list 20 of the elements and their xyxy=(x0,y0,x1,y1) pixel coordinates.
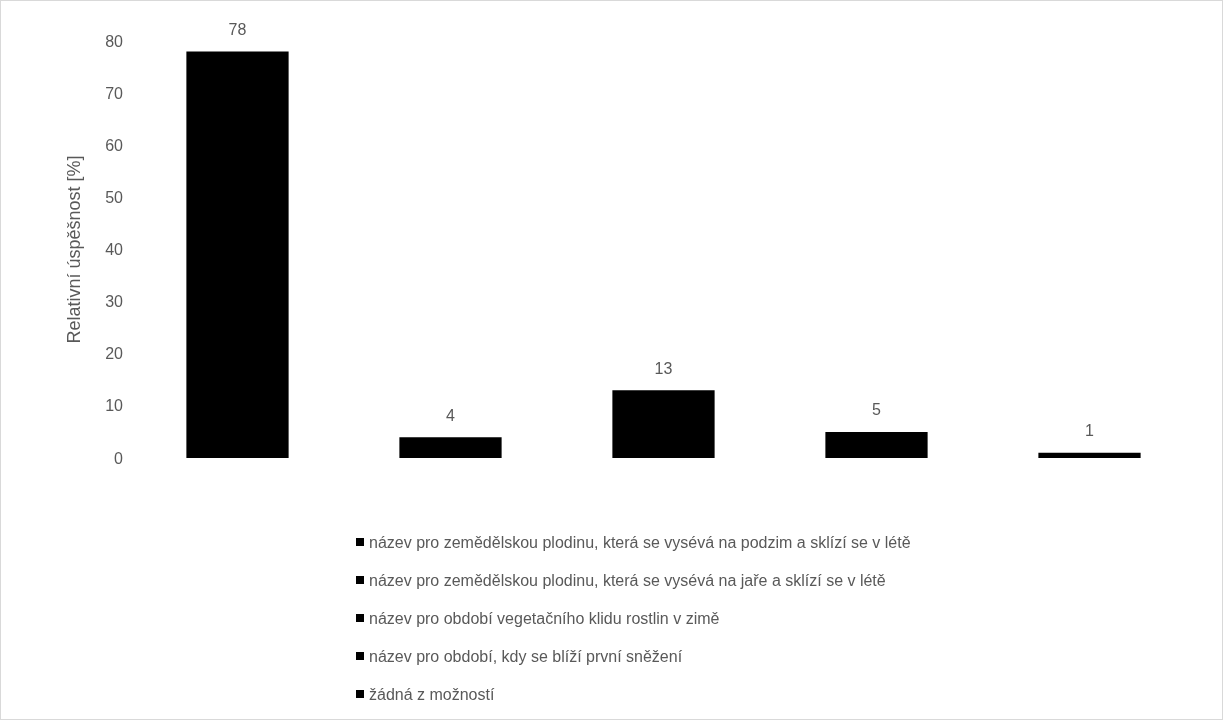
y-axis-title: Relativní úspěšnost [%] xyxy=(64,155,84,344)
legend-label: název pro zemědělskou plodinu, která se vysévá na podzim a sklízí se v létě xyxy=(369,533,911,551)
legend-label: název pro období, kdy se blíží první sněžení xyxy=(369,647,683,665)
y-tick-label: 60 xyxy=(105,136,124,154)
data-label: 5 xyxy=(872,401,882,419)
y-tick-label: 20 xyxy=(105,345,124,363)
y-tick-label: 40 xyxy=(105,241,124,258)
data-label: 4 xyxy=(446,406,456,424)
y-tick-label: 80 xyxy=(105,32,124,50)
y-tick-label: 70 xyxy=(105,84,124,102)
legend-label: název pro období vegetačního klidu rostlin v zimě xyxy=(369,609,720,627)
y-tick-label: 50 xyxy=(105,188,124,206)
data-label: 13 xyxy=(654,359,673,377)
data-label: 1 xyxy=(1085,422,1095,440)
legend-label: žádná z možností xyxy=(369,685,495,703)
legend-label: název pro zemědělskou plodinu, která se vysévá na jaře a sklízí se v létě xyxy=(369,571,886,589)
data-label: 78 xyxy=(228,20,247,38)
y-tick-label: 30 xyxy=(105,293,124,311)
y-tick-label: 0 xyxy=(114,449,124,467)
y-tick-label: 10 xyxy=(105,397,124,415)
